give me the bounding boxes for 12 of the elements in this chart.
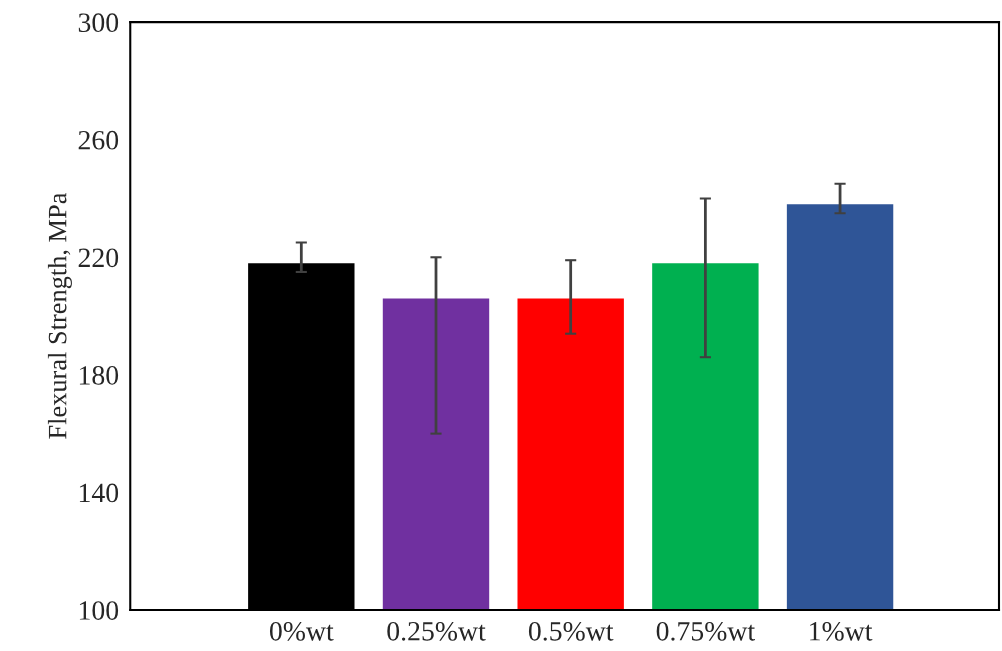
- x-tick-label: 0%wt: [269, 621, 334, 641]
- y-tick-label: 300: [78, 13, 119, 33]
- x-tick-label: 0.25%wt: [387, 621, 486, 641]
- y-axis-title: Flexural Strength, MPa: [47, 192, 72, 439]
- x-tick-label: 0.5%wt: [528, 621, 614, 641]
- y-tick-label: 180: [79, 366, 119, 385]
- x-tick-label: 1%wt: [810, 621, 873, 641]
- y-tick-label: 220: [78, 248, 119, 268]
- y-tick-label: 100: [79, 601, 119, 620]
- x-tick-label: 0.75%wt: [656, 621, 755, 641]
- y-tick-label: 260: [78, 130, 119, 150]
- y-tick-label: 140: [79, 483, 119, 503]
